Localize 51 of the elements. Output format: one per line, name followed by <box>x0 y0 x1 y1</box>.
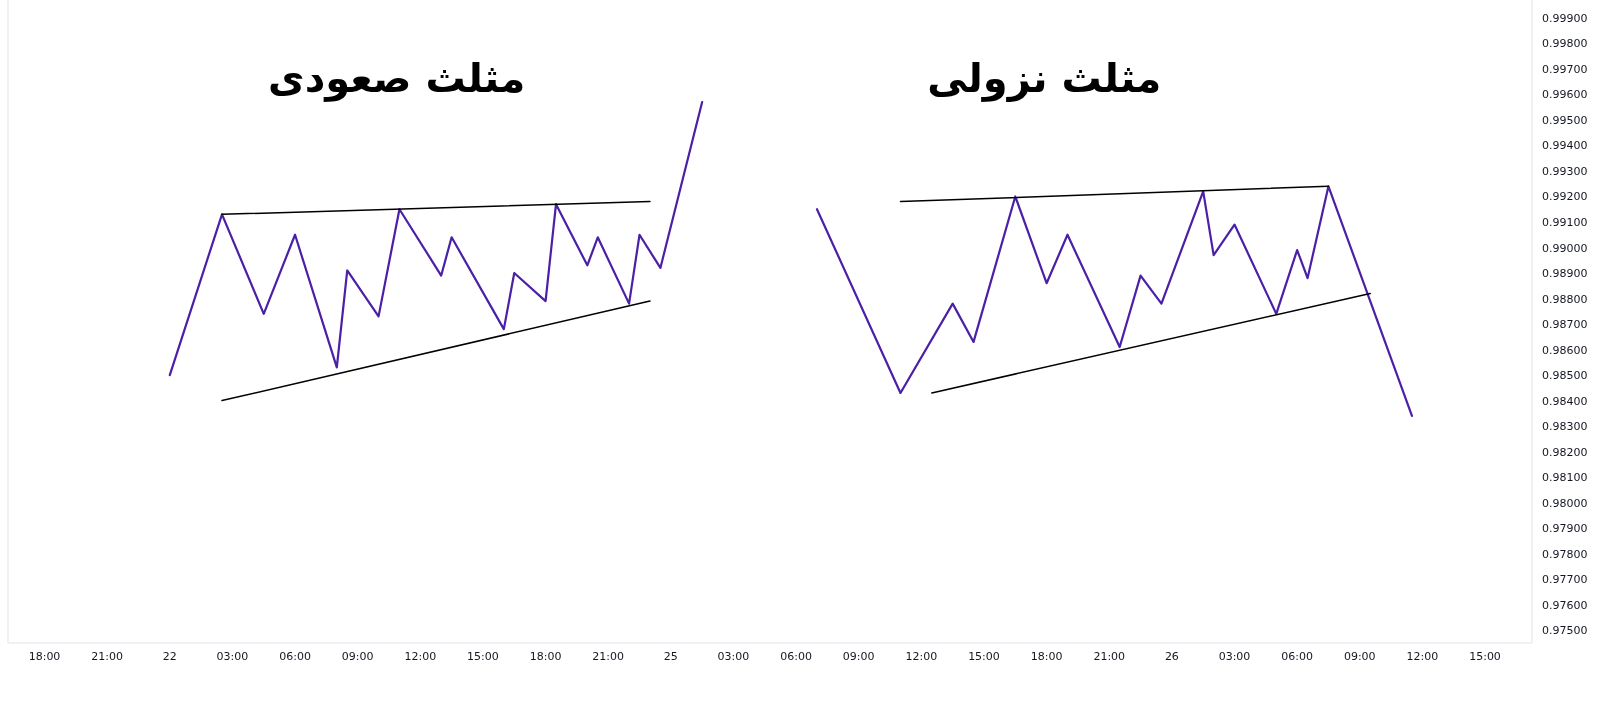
y-tick-label: 0.98100 <box>1542 471 1588 485</box>
x-tick-label: 15:00 <box>1469 650 1501 663</box>
y-tick-label: 0.97800 <box>1542 547 1588 561</box>
x-tick-label: 18:00 <box>28 650 61 663</box>
x-tick-label: 03:00 <box>717 650 750 663</box>
x-tick-label: 12:00 <box>404 650 437 663</box>
y-tick-label: 0.99200 <box>1542 190 1588 204</box>
y-tick-label: 0.98500 <box>1542 369 1588 383</box>
y-tick-label: 0.97500 <box>1542 624 1588 638</box>
y-tick-label: 0.98800 <box>1542 292 1588 306</box>
y-tick-label: 0.99400 <box>1542 139 1588 153</box>
y-tick-label: 0.97700 <box>1542 573 1588 587</box>
y-tick-label: 0.98700 <box>1542 318 1588 332</box>
x-tick-label: 25 <box>663 650 678 663</box>
x-tick-label: 09:00 <box>341 650 374 663</box>
y-tick-label: 0.98300 <box>1542 420 1588 434</box>
y-tick-label: 0.98200 <box>1542 445 1588 459</box>
y-tick-label: 0.99100 <box>1542 215 1588 229</box>
annotation: مثلث نزولی <box>927 55 1162 102</box>
x-tick-label: 06:00 <box>279 650 311 663</box>
y-tick-label: 0.99000 <box>1542 241 1588 255</box>
x-tick-label: 06:00 <box>780 650 812 663</box>
x-tick-label: 12:00 <box>1406 650 1439 663</box>
x-tick-label: 21:00 <box>1093 650 1126 663</box>
y-tick-label: 0.99900 <box>1542 11 1588 25</box>
y-tick-label: 0.97600 <box>1542 598 1588 612</box>
x-tick-label: 06:00 <box>1281 650 1313 663</box>
x-tick-label: 26 <box>1164 650 1179 663</box>
y-tick-label: 0.99300 <box>1542 164 1588 178</box>
y-tick-label: 0.98600 <box>1542 343 1588 357</box>
x-tick-label: 22 <box>162 650 177 663</box>
y-tick-label: 0.98000 <box>1542 496 1588 510</box>
x-tick-label: 09:00 <box>842 650 875 663</box>
x-tick-label: 21:00 <box>592 650 625 663</box>
x-tick-label: 18:00 <box>1030 650 1063 663</box>
x-tick-label: 09:00 <box>1343 650 1376 663</box>
x-tick-label: 03:00 <box>216 650 249 663</box>
x-tick-label: 15:00 <box>968 650 1000 663</box>
y-tick-label: 0.98400 <box>1542 394 1588 408</box>
y-tick-label: 0.97900 <box>1542 522 1588 536</box>
x-tick-label: 15:00 <box>467 650 499 663</box>
x-tick-label: 21:00 <box>91 650 124 663</box>
y-tick-label: 0.99500 <box>1542 113 1588 127</box>
y-tick-label: 0.99800 <box>1542 37 1588 51</box>
x-tick-label: 18:00 <box>529 650 562 663</box>
annotation: مثلث صعودی <box>268 55 526 102</box>
y-tick-label: 0.98900 <box>1542 267 1588 281</box>
y-tick-label: 0.99700 <box>1542 62 1588 76</box>
y-tick-label: 0.99600 <box>1542 88 1588 102</box>
x-tick-label: 12:00 <box>905 650 938 663</box>
x-tick-label: 03:00 <box>1218 650 1251 663</box>
